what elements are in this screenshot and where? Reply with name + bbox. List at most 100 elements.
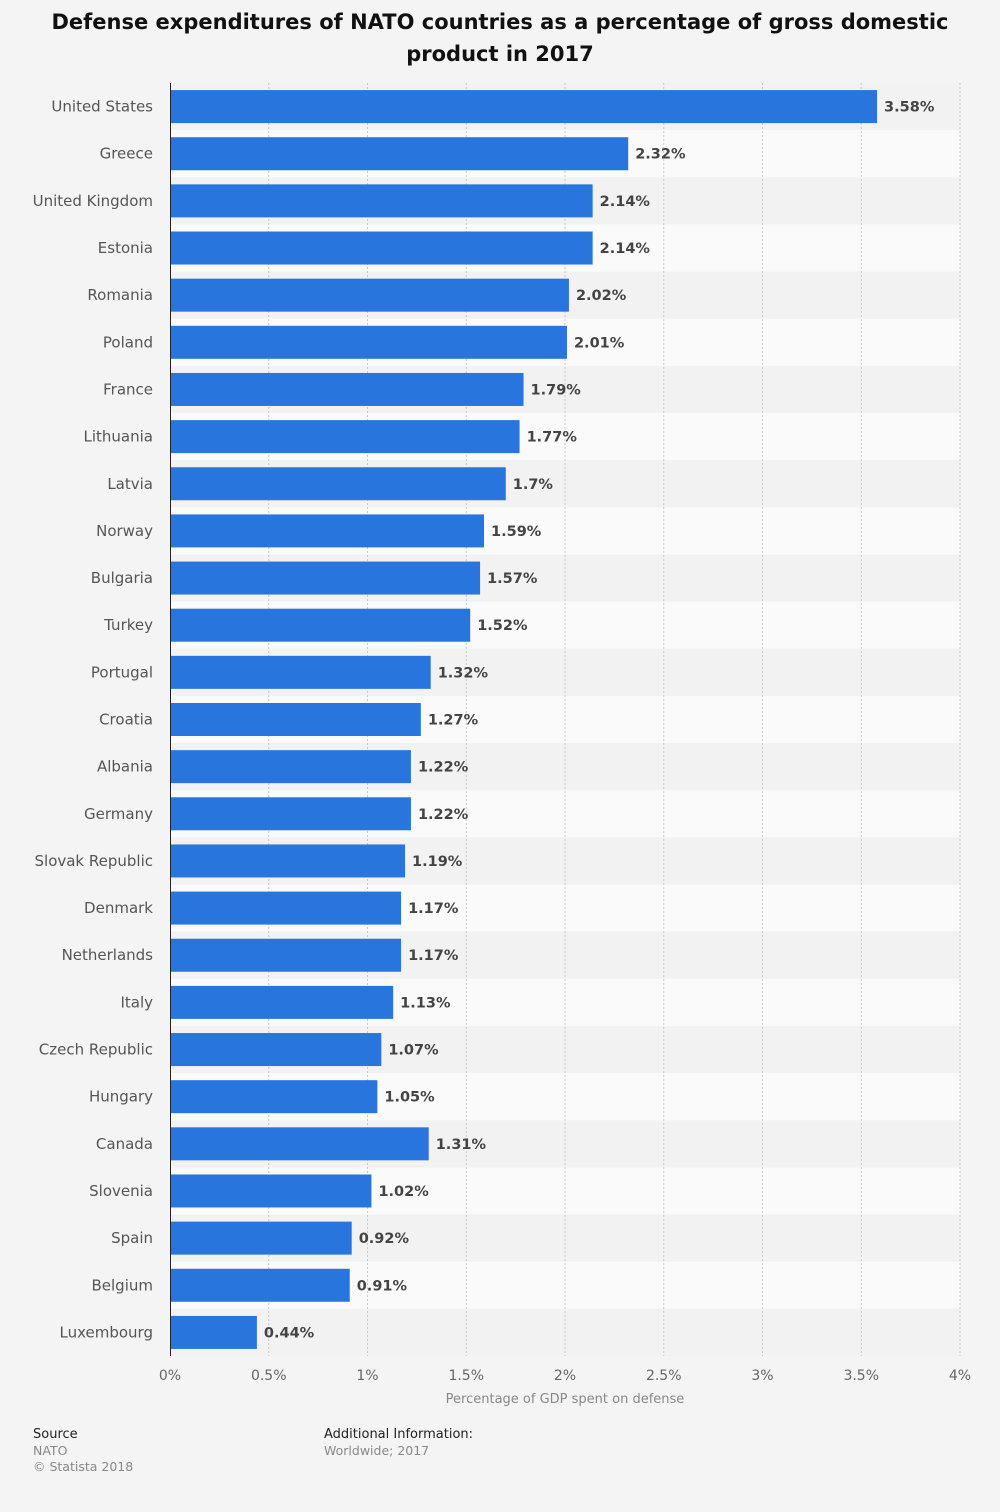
category-label: Netherlands — [62, 946, 154, 964]
bars — [171, 90, 878, 1349]
value-label: 1.59% — [491, 524, 542, 540]
category-label: Belgium — [92, 1276, 154, 1294]
value-label: 3.58% — [884, 100, 935, 116]
bar — [171, 231, 593, 265]
bar-chart: United States Greece United Kingdom Estonia… — [33, 83, 971, 1407]
category-label: Romania — [87, 286, 153, 304]
category-label: Czech Republic — [39, 1041, 153, 1059]
x-axis-label: Percentage of GDP spent on defense — [446, 1392, 685, 1407]
category-label: Estonia — [98, 239, 153, 257]
bar — [171, 655, 431, 689]
source-heading: Source — [33, 1427, 78, 1442]
x-tick-label: 4% — [949, 1368, 971, 1384]
value-label: 1.7% — [513, 477, 554, 493]
category-label: Norway — [96, 522, 153, 540]
category-label: Spain — [111, 1229, 153, 1247]
bar — [171, 514, 485, 548]
value-label: 1.19% — [412, 854, 463, 870]
x-tick-label: 1% — [356, 1368, 378, 1384]
bar — [171, 1221, 352, 1255]
value-label: 1.52% — [477, 618, 528, 634]
value-label: 2.32% — [635, 147, 686, 163]
value-label: 1.77% — [527, 430, 578, 446]
bar — [171, 561, 481, 595]
bar — [171, 844, 406, 878]
bar — [171, 1315, 257, 1349]
value-label: 1.79% — [531, 382, 582, 398]
category-label: France — [103, 380, 153, 398]
category-label: Slovak Republic — [35, 852, 154, 870]
value-label: 1.22% — [418, 760, 469, 776]
category-label: United Kingdom — [33, 192, 153, 210]
category-label: Portugal — [91, 663, 153, 681]
value-label: 1.27% — [428, 713, 479, 729]
category-label: Germany — [84, 805, 153, 823]
x-tick-label: 0% — [159, 1368, 181, 1384]
value-labels: 3.58% 2.32% 2.14% 2.14% 2.02% 2.01% 1.79% 1.77%… — [264, 100, 935, 1342]
additional-info-block: Additional Information: Worldwide; 2017 — [324, 1427, 473, 1459]
value-label: 1.31% — [436, 1137, 487, 1153]
bar — [171, 702, 421, 737]
x-tick-label: 2.5% — [646, 1368, 682, 1384]
category-label: Hungary — [89, 1088, 153, 1106]
bar — [171, 420, 520, 454]
bar — [171, 372, 524, 406]
category-label: Latvia — [107, 475, 153, 493]
bar — [171, 467, 506, 501]
category-label: Canada — [96, 1135, 153, 1153]
category-labels: United States Greece United Kingdom Estonia… — [33, 98, 154, 1342]
value-label: 2.01% — [574, 335, 625, 351]
bar — [171, 1080, 378, 1114]
category-label: Luxembourg — [60, 1323, 154, 1341]
info-text: Worldwide; 2017 — [324, 1443, 430, 1458]
category-label: Slovenia — [89, 1182, 153, 1200]
value-label: 2.02% — [576, 288, 627, 304]
value-label: 0.44% — [264, 1325, 315, 1341]
category-label: Italy — [120, 993, 153, 1011]
bar — [171, 278, 569, 312]
bar — [171, 797, 411, 831]
info-heading: Additional Information: — [324, 1427, 474, 1442]
bar — [171, 750, 411, 784]
bar — [171, 90, 878, 124]
value-label: 1.05% — [384, 1090, 435, 1106]
x-tick-labels: 0% 0.5% 1% 1.5% 2% 2.5% 3% 3.5% 4% — [159, 1368, 971, 1384]
bar — [171, 985, 394, 1019]
x-tick-label: 3.5% — [843, 1368, 879, 1384]
value-label: 1.07% — [388, 1043, 439, 1059]
category-label: Albania — [97, 758, 153, 776]
category-label: Bulgaria — [91, 569, 153, 587]
category-label: United States — [51, 98, 153, 116]
bar — [171, 184, 593, 218]
bar — [171, 608, 471, 642]
category-label: Greece — [100, 145, 153, 163]
source-name: NATO — [33, 1443, 68, 1458]
bar — [171, 325, 567, 359]
x-tick-label: 2% — [554, 1368, 576, 1384]
source-block: Source NATO © Statista 2018 — [33, 1427, 133, 1475]
bar — [171, 891, 402, 925]
x-tick-label: 0.5% — [251, 1368, 287, 1384]
x-tick-label: 1.5% — [448, 1368, 484, 1384]
bar — [171, 1033, 382, 1067]
bar — [171, 1127, 429, 1161]
category-label: Denmark — [84, 899, 153, 917]
value-label: 0.92% — [359, 1231, 410, 1247]
category-label: Turkey — [103, 616, 153, 634]
bar — [171, 1268, 350, 1302]
bar — [171, 137, 629, 171]
bar — [171, 938, 402, 972]
category-label: Poland — [103, 333, 153, 351]
value-label: 1.22% — [418, 807, 469, 823]
value-label: 1.17% — [408, 901, 459, 917]
value-label: 1.02% — [378, 1184, 429, 1200]
value-label: 1.17% — [408, 948, 459, 964]
value-label: 0.91% — [357, 1278, 408, 1294]
chart-title: Defense expenditures of NATO countries a… — [51, 10, 949, 66]
value-label: 2.14% — [600, 194, 651, 210]
x-tick-label: 3% — [751, 1368, 773, 1384]
value-label: 1.13% — [400, 995, 451, 1011]
bar — [171, 1174, 372, 1208]
copyright: © Statista 2018 — [33, 1459, 134, 1474]
value-label: 1.32% — [438, 665, 489, 681]
